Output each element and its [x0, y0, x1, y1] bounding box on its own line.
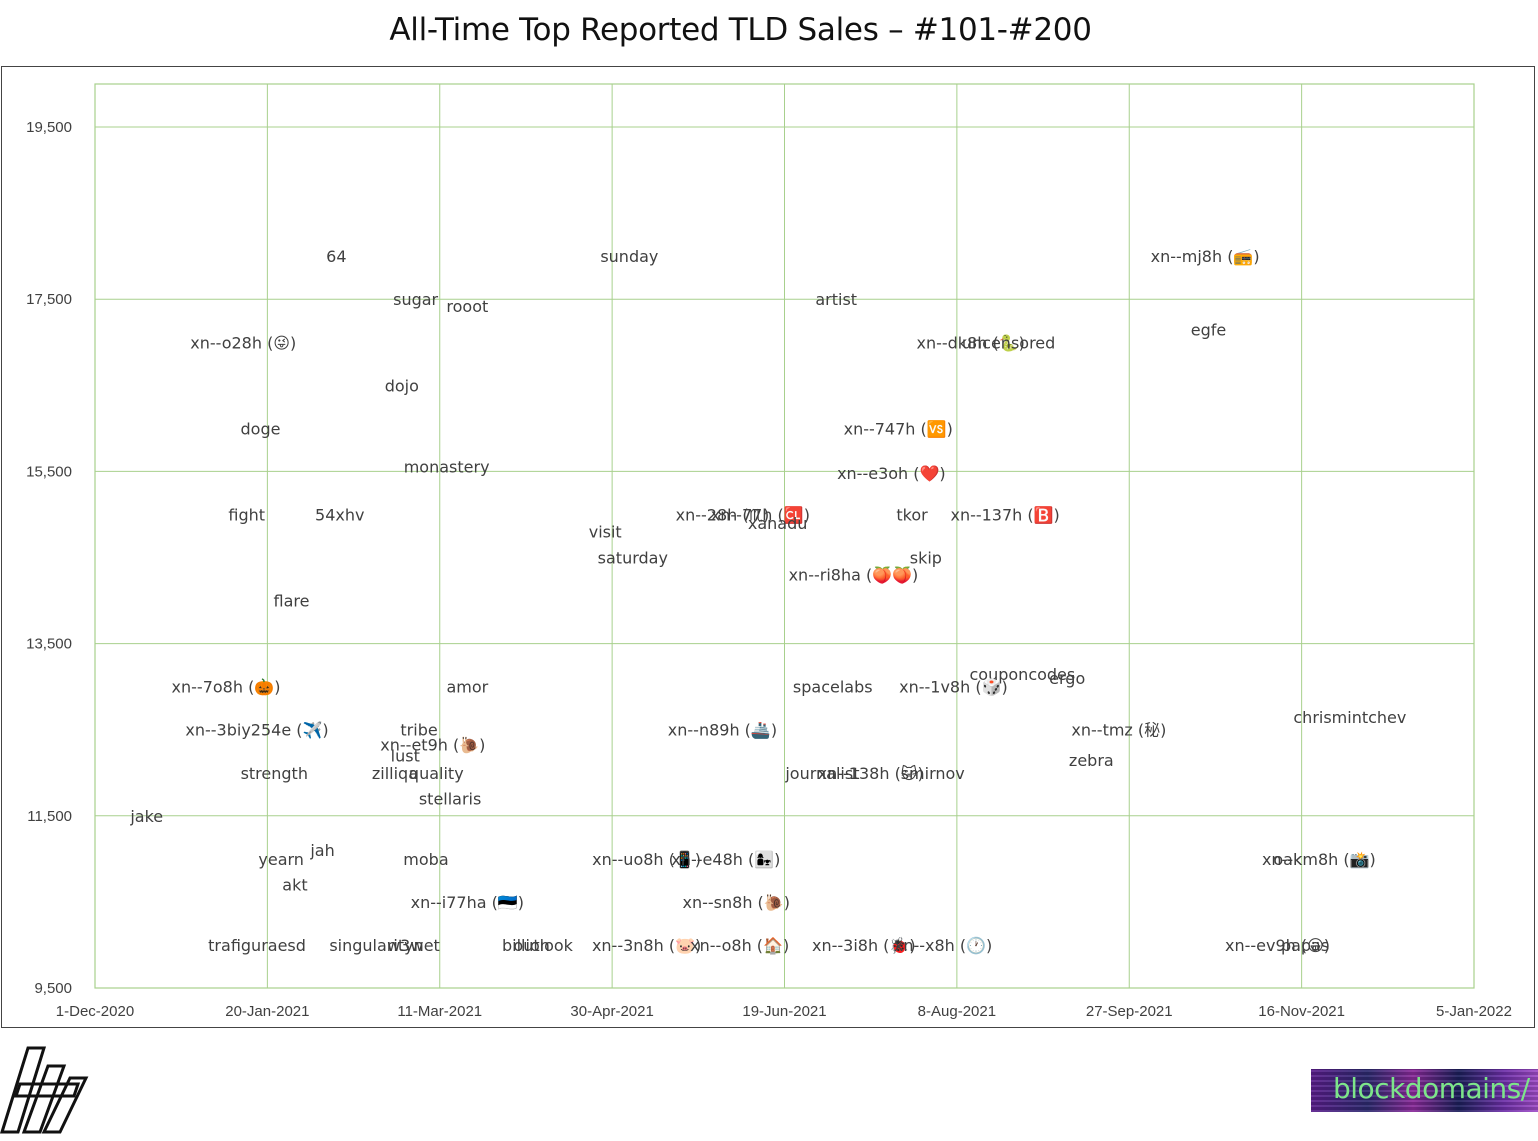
point-label: xn--138h (🐱)	[818, 764, 924, 783]
point-label: outlook	[513, 936, 573, 955]
point-label: xn--n89h (🚢)	[668, 721, 777, 740]
point-label: akt	[282, 876, 307, 895]
x-tick-label: 16-Nov-2021	[1258, 1003, 1345, 1020]
point-label: skip	[910, 549, 942, 568]
point-label: journalist	[784, 764, 859, 783]
point-label: xn--747h (🆚)	[844, 419, 953, 438]
point-label: zilliqa	[372, 764, 418, 783]
point-label: zebra	[1069, 751, 1114, 770]
point-label: xn--o28h (😜)	[190, 333, 296, 352]
blockdomains-logo: blockdomains/	[1311, 1069, 1538, 1112]
point-label: xn--i77ha (🇪🇪)	[411, 893, 524, 912]
point-label: xn--3n8h (🐷)	[592, 936, 701, 955]
point-label: artist	[815, 290, 857, 309]
chart-frame	[1, 66, 1535, 1028]
point-label: dojo	[385, 376, 419, 395]
point-label: saturday	[598, 549, 668, 568]
point-label: xn--3i8h (🐞)	[812, 936, 916, 955]
point-labels: 64 sunday xn--mj8h (📻) sugar rooot artist egfe…	[129, 247, 1406, 955]
point-label: papas	[1281, 936, 1329, 955]
point-label: jake	[129, 807, 163, 826]
point-label: oak	[1273, 850, 1303, 869]
y-tick-label: 11,500	[27, 808, 72, 825]
point-label: rooot	[446, 297, 488, 316]
point-label: xn--uo8h (📱)	[592, 850, 701, 869]
y-tick-label: 13,500	[26, 636, 72, 653]
y-tick-label: 19,500	[26, 119, 72, 136]
x-tick-label: 8-Aug-2021	[918, 1003, 996, 1020]
point-label: xn--x8h (🕐)	[894, 936, 992, 955]
blockdomains-logo-text: blockdomains/	[1333, 1072, 1530, 1105]
point-label: yearn	[258, 850, 304, 869]
point-label: tkor	[896, 505, 928, 524]
chart-title: All-Time Top Reported TLD Sales – #101-#…	[389, 12, 1092, 48]
point-label: visit	[589, 523, 622, 542]
point-label: lust	[391, 747, 420, 766]
point-label: xn--mj8h (📻)	[1151, 247, 1260, 266]
point-label: spacelabs	[793, 678, 873, 697]
x-axis-ticks: 1-Dec-2020 20-Jan-2021 11-Mar-2021 30-Apr-2…	[56, 1003, 1512, 1020]
point-label: strength	[241, 764, 308, 783]
point-label: xn--3biy254e (✈️)	[185, 721, 328, 740]
point-label: smirnov	[901, 764, 965, 783]
point-label: amor	[446, 678, 488, 697]
point-label: flare	[274, 592, 310, 611]
point-label: xn--28h (♏)	[676, 505, 770, 524]
point-label: 54xhv	[315, 505, 364, 524]
x-tick-label: 19-Jun-2021	[742, 1003, 826, 1020]
stylized-h-logo-icon	[0, 1044, 90, 1136]
grid	[94, 83, 1475, 989]
point-label: xn--ev9h (😀)	[1225, 936, 1330, 955]
point-label: monastery	[404, 457, 490, 476]
point-label: xn--et9h (🐌)	[380, 735, 485, 754]
point-label: xn--km8h (📸)	[1262, 850, 1376, 869]
point-label: xn--7o8h (🎃)	[172, 678, 281, 697]
point-label: trafiguraesd	[208, 936, 306, 955]
point-label: 64	[326, 247, 346, 266]
point-label: jah	[309, 841, 334, 860]
x-tick-label: 1-Dec-2020	[56, 1003, 134, 1020]
point-label: xanadu	[748, 514, 808, 533]
x-tick-label: 27-Sep-2021	[1086, 1003, 1173, 1020]
point-label: w3w	[387, 936, 423, 955]
point-label: quality	[409, 764, 464, 783]
point-label: uncensored	[962, 333, 1055, 352]
y-tick-label: 17,500	[26, 291, 72, 308]
point-label: xn--ri8ha (🍑🍑)	[789, 566, 919, 585]
point-label: xn--e3oh (❤️)	[837, 464, 946, 483]
y-axis-ticks: 9,500 11,500 13,500 15,500 17,500 19,500	[26, 119, 72, 997]
point-label: couponcodes	[970, 665, 1076, 684]
point-label: sunday	[600, 247, 658, 266]
point-label: moba	[403, 850, 448, 869]
y-tick-label: 9,500	[34, 980, 72, 997]
point-label: xn--tmz (秘)	[1071, 721, 1166, 740]
x-tick-label: 11-Mar-2021	[397, 1003, 482, 1020]
point-label: xn--77h (🆑)	[711, 505, 810, 524]
point-label: sugar	[393, 290, 438, 309]
point-label: egfe	[1191, 320, 1226, 339]
point-label: ergo	[1049, 669, 1085, 688]
point-label: xn--dk8h (🐍)	[916, 333, 1024, 352]
point-label: xn--e48h (👩‍👧)	[671, 850, 780, 869]
point-label: chrismintchev	[1293, 708, 1406, 727]
point-label: tribe	[400, 721, 437, 740]
point-label: doge	[241, 419, 281, 438]
x-tick-label: 5-Jan-2022	[1436, 1003, 1512, 1020]
point-label: xn--1v8h (🎲)	[899, 678, 1008, 697]
point-label: stellaris	[419, 790, 482, 809]
point-label: billion	[502, 936, 550, 955]
point-label: xn--sn8h (🐌)	[683, 893, 790, 912]
scatter-plot: 9,500 11,500 13,500 15,500 17,500 19,500 1-De…	[26, 83, 1512, 1020]
x-tick-label: 20-Jan-2021	[225, 1003, 309, 1020]
point-label: fight	[228, 505, 265, 524]
y-tick-label: 15,500	[26, 463, 72, 480]
point-label: singularitynet	[329, 936, 440, 955]
point-label: xn--o8h (🏠)	[690, 936, 789, 955]
point-label: xn--137h (🅱️)	[950, 505, 1059, 524]
x-tick-label: 30-Apr-2021	[570, 1003, 653, 1020]
